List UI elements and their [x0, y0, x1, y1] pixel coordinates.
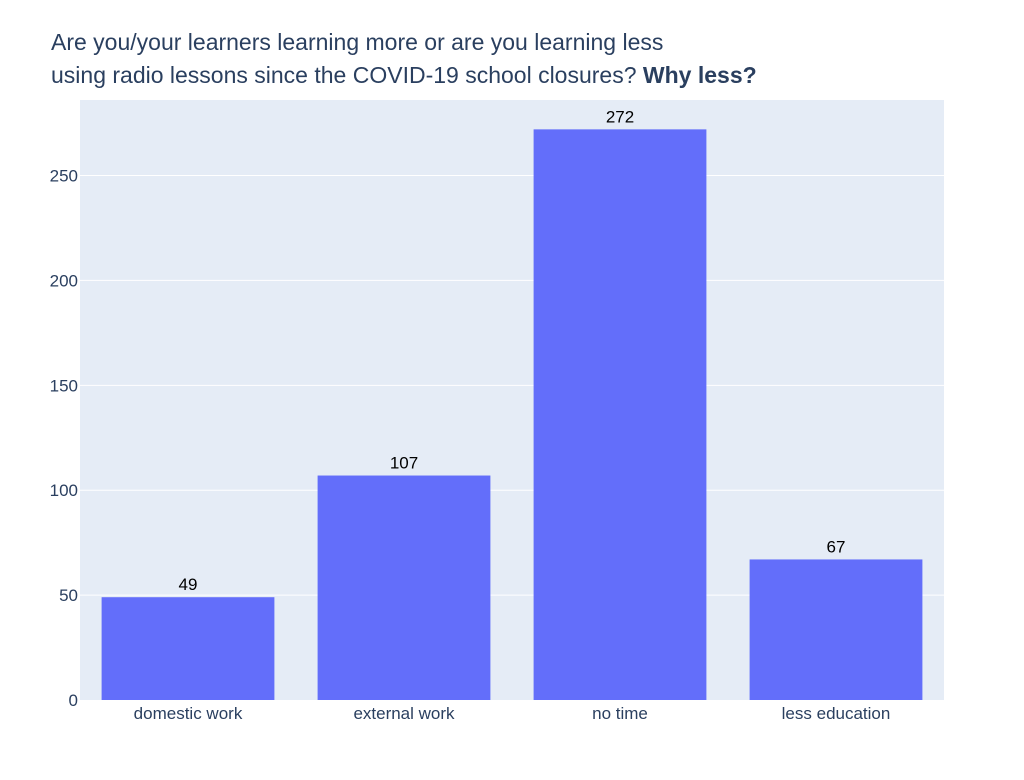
y-tick-label: 250	[50, 167, 78, 186]
bar	[317, 475, 491, 700]
y-tick-label: 50	[59, 586, 78, 605]
chart-title-emphasis: Why less?	[642, 62, 757, 88]
y-tick-label: 0	[69, 691, 78, 710]
chart-title-line-2-text: using radio lessons since the COVID-19 s…	[51, 62, 637, 88]
x-tick-label: external work	[353, 704, 455, 723]
y-tick-label: 200	[50, 271, 78, 290]
x-tick-label: less education	[782, 704, 891, 723]
bar	[533, 129, 707, 701]
x-tick-label: domestic work	[134, 704, 243, 723]
bar	[101, 597, 275, 700]
bar-value-label: 107	[390, 454, 418, 473]
y-axis-ticks: 0 50 100 150 200 250	[50, 167, 78, 710]
y-tick-label: 100	[50, 481, 78, 500]
chart-title-line-2: using radio lessons since the COVID-19 s…	[51, 59, 757, 92]
bar-value-label: 272	[606, 107, 634, 126]
bar-value-label: 67	[827, 537, 846, 556]
bars	[101, 129, 923, 701]
chart-title-line-1: Are you/your learners learning more or a…	[51, 29, 664, 55]
chart-title: Are you/your learners learning more or a…	[51, 26, 757, 92]
x-axis-ticks: domestic work external work no time less ed…	[134, 704, 891, 723]
bar-value-labels: 49 107 272 67	[179, 107, 846, 594]
x-tick-label: no time	[592, 704, 648, 723]
y-tick-label: 150	[50, 376, 78, 395]
bar-value-label: 49	[179, 575, 198, 594]
bar	[749, 559, 923, 700]
